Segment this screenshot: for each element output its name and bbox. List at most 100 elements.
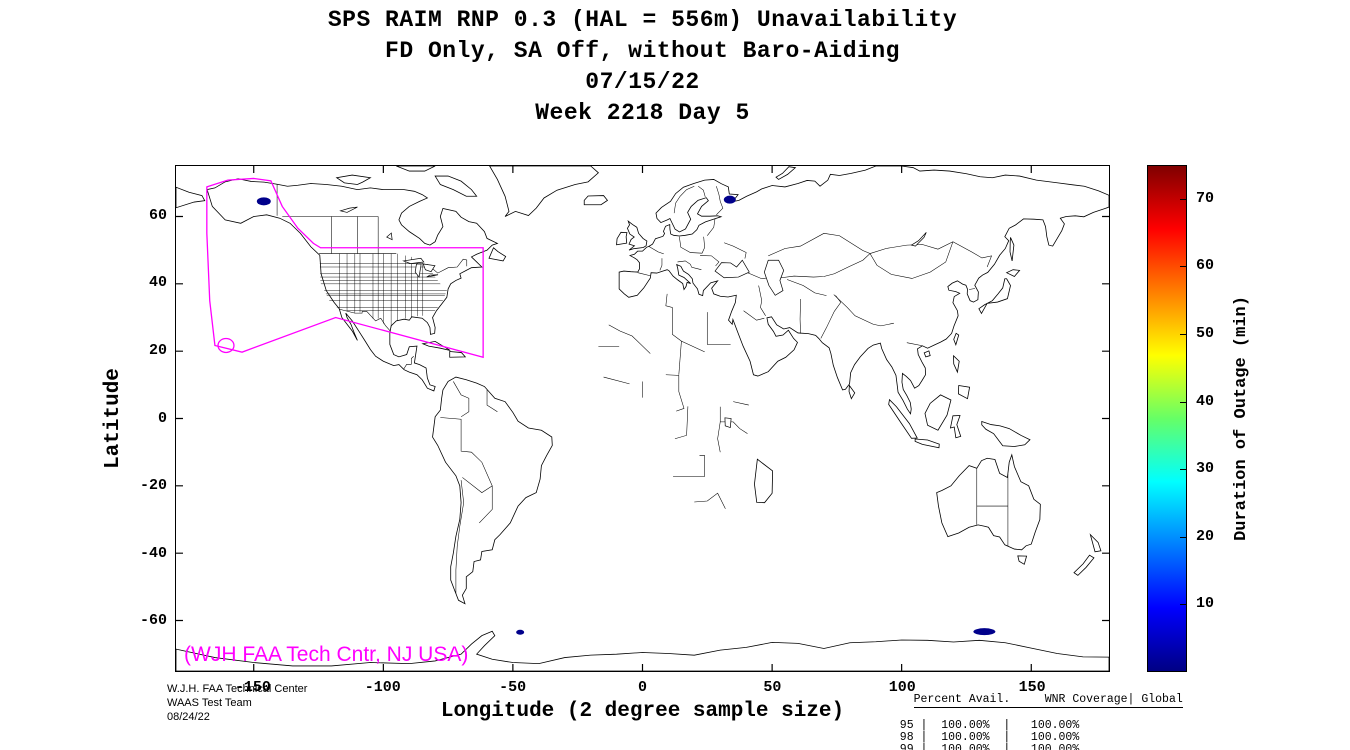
country-border	[700, 255, 720, 267]
country-border	[706, 312, 731, 345]
producer-line-1: W.J.H. FAA Technical Center	[167, 683, 308, 695]
land-hokkaido	[1005, 269, 1021, 277]
colorbar	[1147, 165, 1187, 672]
country-border	[733, 401, 749, 406]
land-north-america	[206, 178, 499, 392]
country-border	[707, 218, 716, 236]
map-plot-area: (WJH FAA Tech Cntr, NJ USA)	[175, 165, 1110, 672]
outage-region	[516, 629, 525, 635]
land-hainan	[923, 350, 931, 358]
availability-table: Percent Avail. WNR Coverage| Global 95 |…	[886, 682, 1246, 750]
country-border	[462, 477, 493, 524]
colorbar-tick-label: 20	[1196, 527, 1215, 545]
availability-row: 99 | 100.00% | 100.00%	[886, 742, 1080, 750]
land-ireland	[616, 231, 628, 246]
country-border	[820, 295, 842, 339]
x-tick-label: -50	[499, 679, 527, 696]
lake-lake-victoria	[724, 417, 732, 429]
country-border	[674, 406, 689, 439]
lake-lake-michigan	[414, 263, 422, 278]
lake-lake-winnipeg	[386, 232, 393, 241]
country-border	[906, 342, 923, 347]
colorbar-tick-mark	[1180, 401, 1187, 403]
land-antarctica	[176, 630, 1109, 671]
x-tick-label: -150	[234, 679, 271, 696]
land-nz-north	[1089, 533, 1102, 553]
y-tick-label: 40	[148, 274, 167, 292]
producer-line-3: 08/24/22	[167, 711, 210, 723]
title-block: SPS RAIM RNP 0.3 (HAL = 556m) Unavailabi…	[175, 5, 1110, 129]
country-border	[665, 293, 705, 353]
waas-coverage-boundary	[206, 177, 484, 359]
x-tick-label: -100	[364, 679, 401, 696]
country-border	[673, 185, 695, 214]
x-axis-label: Longitude (2 degree sample size)	[440, 700, 845, 723]
colorbar-tick-label: 70	[1196, 189, 1215, 207]
country-border	[679, 236, 705, 254]
country-border	[603, 376, 630, 385]
country-border	[768, 233, 871, 257]
land-baffin-island	[434, 175, 478, 197]
land-borneo	[924, 394, 952, 431]
country-border	[758, 285, 766, 316]
availability-rows: 95 | 100.00% | 100.00% 98 | 100.00% | 10…	[886, 720, 1246, 750]
country-border	[952, 241, 992, 268]
country-border	[608, 324, 651, 354]
country-border	[637, 272, 651, 277]
country-border	[403, 356, 414, 370]
colorbar-tick-label: 30	[1196, 460, 1215, 478]
x-tick-label: 50	[763, 679, 782, 696]
title-line-4: Week 2218 Day 5	[535, 100, 750, 126]
land-arctic-islands	[396, 166, 436, 172]
land-eurasia	[618, 166, 1109, 415]
country-border	[673, 455, 705, 477]
title-line-2: FD Only, SA Off, without Baro-Aiding	[385, 38, 900, 64]
land-greenland	[489, 166, 599, 217]
land-sri-lanka	[848, 384, 856, 400]
land-sakhalin	[1009, 237, 1015, 262]
lake-lake-erie	[426, 274, 439, 278]
colorbar-tick-label: 60	[1196, 257, 1215, 275]
outage-region	[973, 628, 996, 636]
country-border	[440, 417, 493, 486]
land-java	[914, 438, 940, 449]
land-nz-south	[1073, 554, 1095, 576]
world-map	[176, 166, 1109, 671]
y-tick-label: -40	[139, 544, 167, 562]
land-taiwan	[953, 332, 960, 347]
y-tick-label: 60	[148, 206, 167, 224]
land-novaya-zemlya	[775, 166, 797, 180]
country-border	[786, 279, 827, 296]
country-border	[486, 389, 498, 412]
availability-row: 98 | 100.00% | 100.00%	[886, 731, 1080, 745]
y-tick-label: -20	[139, 477, 167, 495]
outage-region	[723, 195, 736, 204]
land-australia	[936, 453, 1041, 551]
land-cuba	[421, 340, 451, 351]
availability-header: Percent Avail. WNR Coverage| Global	[913, 692, 1183, 708]
colorbar-tick-label: 10	[1196, 595, 1215, 613]
lake-lake-baikal	[910, 232, 927, 247]
land-sumatra	[888, 398, 918, 439]
colorbar-tick-mark	[1180, 469, 1187, 471]
lake-lake-superior	[402, 257, 425, 264]
land-honshu	[978, 278, 1011, 315]
country-border	[427, 258, 468, 274]
country-border	[717, 406, 721, 453]
producer-line-2: WAAS Test Team	[167, 697, 252, 709]
land-madagascar	[754, 458, 774, 504]
land-iceland	[583, 195, 609, 206]
y-tick-label: 0	[157, 409, 167, 427]
land-luzon	[953, 354, 960, 374]
land-new-guinea	[981, 420, 1031, 447]
title-line-3: 07/15/22	[585, 69, 700, 95]
country-border	[720, 421, 748, 434]
country-border	[677, 260, 702, 270]
country-border	[665, 374, 685, 412]
y-tick-label: 20	[148, 341, 167, 359]
land-newfoundland	[488, 247, 507, 262]
country-border	[455, 480, 464, 594]
x-tick-label: 150	[1018, 679, 1046, 696]
lake-great-slave-lake	[339, 206, 358, 213]
